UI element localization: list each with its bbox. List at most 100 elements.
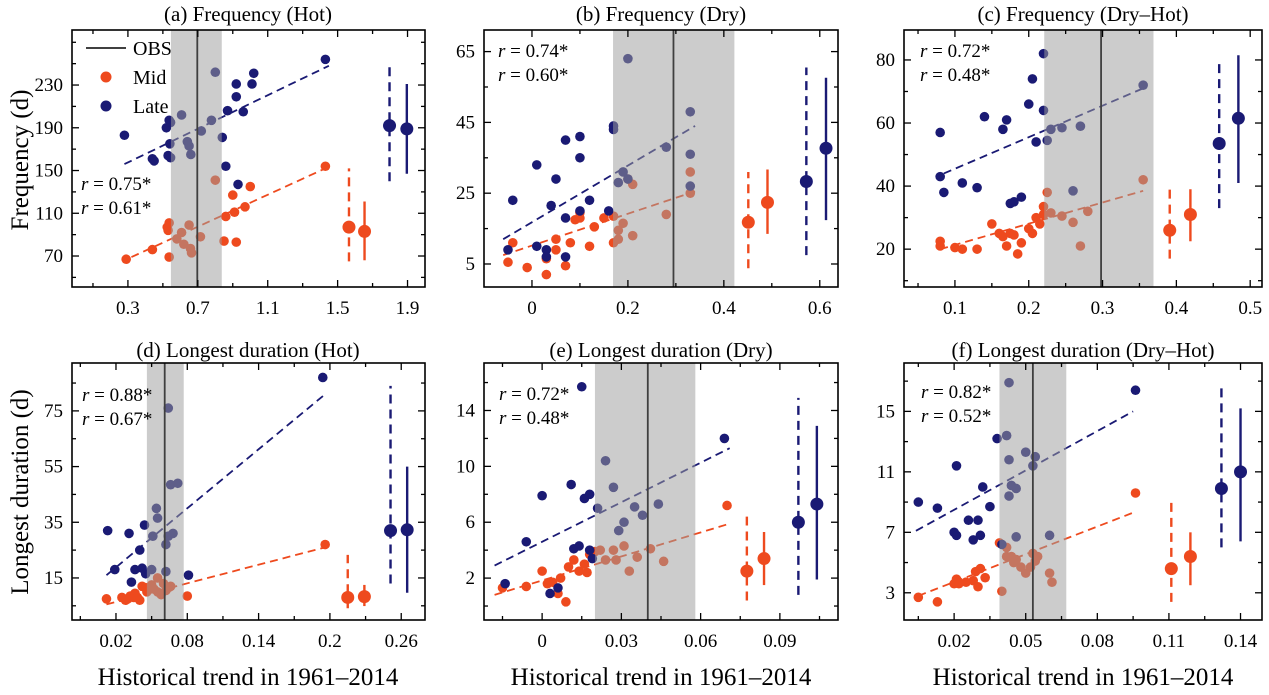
x-axis-label-col1: Historical trend in 1961–2014 [97,664,399,691]
late-scatter-point [998,124,1008,135]
late-scatter-point [1016,192,1027,202]
panel-title: (d) Longest duration (Hot) [136,338,359,362]
late-scatter-point [220,161,231,172]
x-tick-label: 0.14 [1224,631,1258,652]
mid-scatter-point [579,559,590,569]
x-tick-label: 0.4 [1165,298,1189,319]
late-scatter-point [531,160,542,170]
mid-scatter-point [954,578,964,589]
mid-scatter-point [521,581,532,592]
late-scatter-point [222,105,233,116]
mid-scatter-point [961,577,971,588]
late-scatter-point [531,241,542,252]
late-scatter-point [985,501,995,512]
y-tick-label: 65 [456,42,475,63]
late-scatter-point [500,578,510,589]
mid-dashed-errorbar-mean [741,215,755,229]
mid-dashed-errorbar-mean [740,564,754,578]
late-scatter-point [126,577,137,587]
y-tick-label: 40 [876,176,895,197]
mid-scatter-point [182,591,193,601]
late-solid-errorbar-mean [1234,465,1248,479]
late-scatter-point [1031,137,1041,147]
r-annotation-late: r = 0.52* [921,406,991,427]
late-scatter-point [541,252,552,262]
mid-scatter-point [998,231,1008,242]
mid-scatter-point [1027,228,1038,239]
late-scatter-point [935,127,945,138]
y-tick-label: 60 [876,113,895,134]
mid-scatter-point [147,244,158,255]
mid-scatter-point [220,211,231,222]
late-scatter-point [545,588,555,599]
mid-scatter-point [582,567,592,578]
y-tick-label: 190 [35,118,64,139]
mid-scatter-point [987,219,997,229]
late-scatter-point [546,200,556,211]
x-tick-label: 0 [537,631,547,652]
late-scatter-point [507,195,518,206]
late-scatter-point [603,206,614,216]
x-tick-label: 0.4 [712,298,736,319]
late-scatter-point [149,156,159,166]
late-trend-line [105,393,326,576]
x-tick-label: 1.9 [396,298,420,319]
late-scatter-point [109,564,120,575]
late-scatter-point [134,545,145,555]
late-scatter-point [560,213,571,223]
axes-box [903,362,1263,621]
panel-title: (f) Longest duration (Dry–Hot) [951,338,1214,362]
x-tick-label: 0.7 [186,298,210,319]
mid-scatter-point [541,269,552,280]
late-scatter-point [575,152,585,163]
x-tick-label: 0.08 [1081,631,1114,652]
mid-scatter-point [913,592,924,603]
mid-scatter-point [560,260,571,271]
late-scatter-point [587,553,598,564]
y-tick-label: 110 [35,203,63,224]
x-tick-label: 0.08 [171,631,204,652]
mid-scatter-point [231,237,242,247]
panel-e-chart: 0 0.03 0.06 0.09 2 6 10 14 (e) Longest duration … [456,338,839,652]
legend-mid-marker [100,71,112,83]
late-scatter-point [1009,197,1019,207]
mid-scatter-point [584,241,595,252]
y-tick-label: 55 [44,457,63,478]
y-tick-label: 230 [35,75,64,96]
mid-scatter-point [972,244,982,254]
late-scatter-point [973,515,983,526]
mid-scatter-point [722,500,732,511]
mid-scatter-point [555,573,566,583]
legend-obs-label: OBS [133,38,172,60]
late-scatter-point [231,79,242,89]
late-scatter-point [975,530,986,541]
x-tick-label: 0.6 [808,298,832,319]
late-scatter-point [238,106,249,117]
panel-title: (a) Frequency (Hot) [164,2,332,26]
mid-scatter-point [101,594,112,604]
late-scatter-point [935,171,945,182]
late-scatter-point [560,135,571,145]
plot-area [494,363,732,620]
y-tick-label: 5 [466,254,476,275]
axes-box [903,29,1263,288]
axes-box [71,29,426,288]
x-tick-label: 0.03 [605,631,638,652]
x-tick-label: 0.02 [99,631,132,652]
mid-solid-errorbar-mean [1183,550,1197,564]
mid-scatter-point [1035,219,1045,229]
late-scatter-point [957,178,968,188]
axes-box [71,362,426,621]
mid-scatter-point [599,213,609,223]
late-scatter-point [972,182,982,193]
x-tick-label: 0 [527,298,537,319]
r-annotation-mid: r = 0.88* [82,385,152,406]
mid-scatter-point [551,245,561,255]
mid-scatter-point [565,237,576,248]
late-scatter-point [130,564,140,575]
y-tick-label: 10 [456,456,475,477]
x-tick-label: 0.14 [242,631,276,652]
x-tick-label: 0.26 [385,631,418,652]
mid-scatter-point [503,257,513,268]
